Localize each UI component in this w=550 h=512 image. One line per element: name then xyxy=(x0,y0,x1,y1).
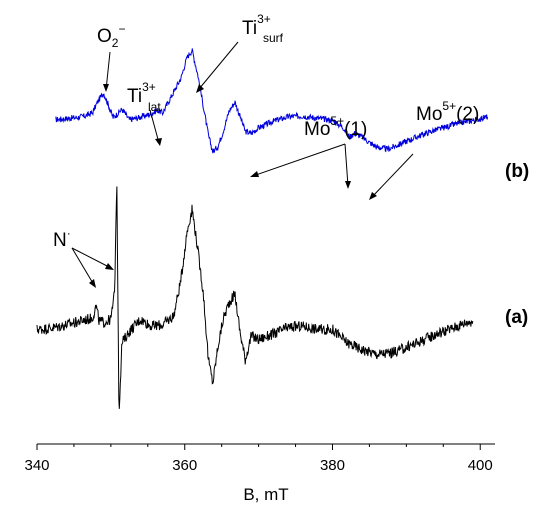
annotation-lines xyxy=(71,41,414,288)
x-tick-label: 360 xyxy=(172,457,197,474)
x-tick-label: 340 xyxy=(24,457,49,474)
mo1-annotation: Mo5+(1) xyxy=(304,114,367,140)
series-layer xyxy=(36,48,489,409)
ti-lat-annotation: Ti3+ lat xyxy=(127,80,161,114)
plot-area: 340 360 380 400 O2− Ti3+ lat xyxy=(24,12,529,504)
x-tick-label: 380 xyxy=(320,457,345,474)
mo1-arrowhead-right xyxy=(345,181,351,189)
mo1-arrowhead-left xyxy=(250,171,259,177)
n-arrow-line-1 xyxy=(71,247,95,286)
ti-lat-arrowhead xyxy=(155,138,162,146)
o2-arrowhead xyxy=(103,84,109,92)
mo2-arrowhead xyxy=(369,192,377,200)
curve-label-b: (b) xyxy=(505,161,529,182)
mo1-arrow-line-right xyxy=(344,143,349,187)
n-radical-annotation: N· xyxy=(53,226,71,251)
x-tick-label: 400 xyxy=(468,457,493,474)
series-line-a xyxy=(36,186,474,409)
mo1-arrow-line-left xyxy=(252,143,346,177)
curve-label-a: (a) xyxy=(505,307,528,328)
o2-arrow-line xyxy=(105,51,111,91)
ti-surf-annotation: Ti3+ surf xyxy=(242,12,284,45)
series-line-b xyxy=(55,48,489,154)
ti-surf-arrowhead xyxy=(196,84,204,93)
o2-annotation: O2− xyxy=(97,22,125,50)
n-arrowhead-1 xyxy=(89,279,96,288)
mo2-arrow-line xyxy=(371,153,414,198)
x-axis-label: B, mT xyxy=(243,485,288,504)
mo2-annotation: Mo5+(2) xyxy=(416,99,479,125)
n-arrow-line-2 xyxy=(71,247,112,269)
x-ticks: 340 360 380 400 xyxy=(24,444,493,474)
ti-lat-arrow-line xyxy=(149,109,160,144)
ti-surf-arrow-line xyxy=(198,41,239,90)
n-arrowhead-2 xyxy=(105,263,114,270)
